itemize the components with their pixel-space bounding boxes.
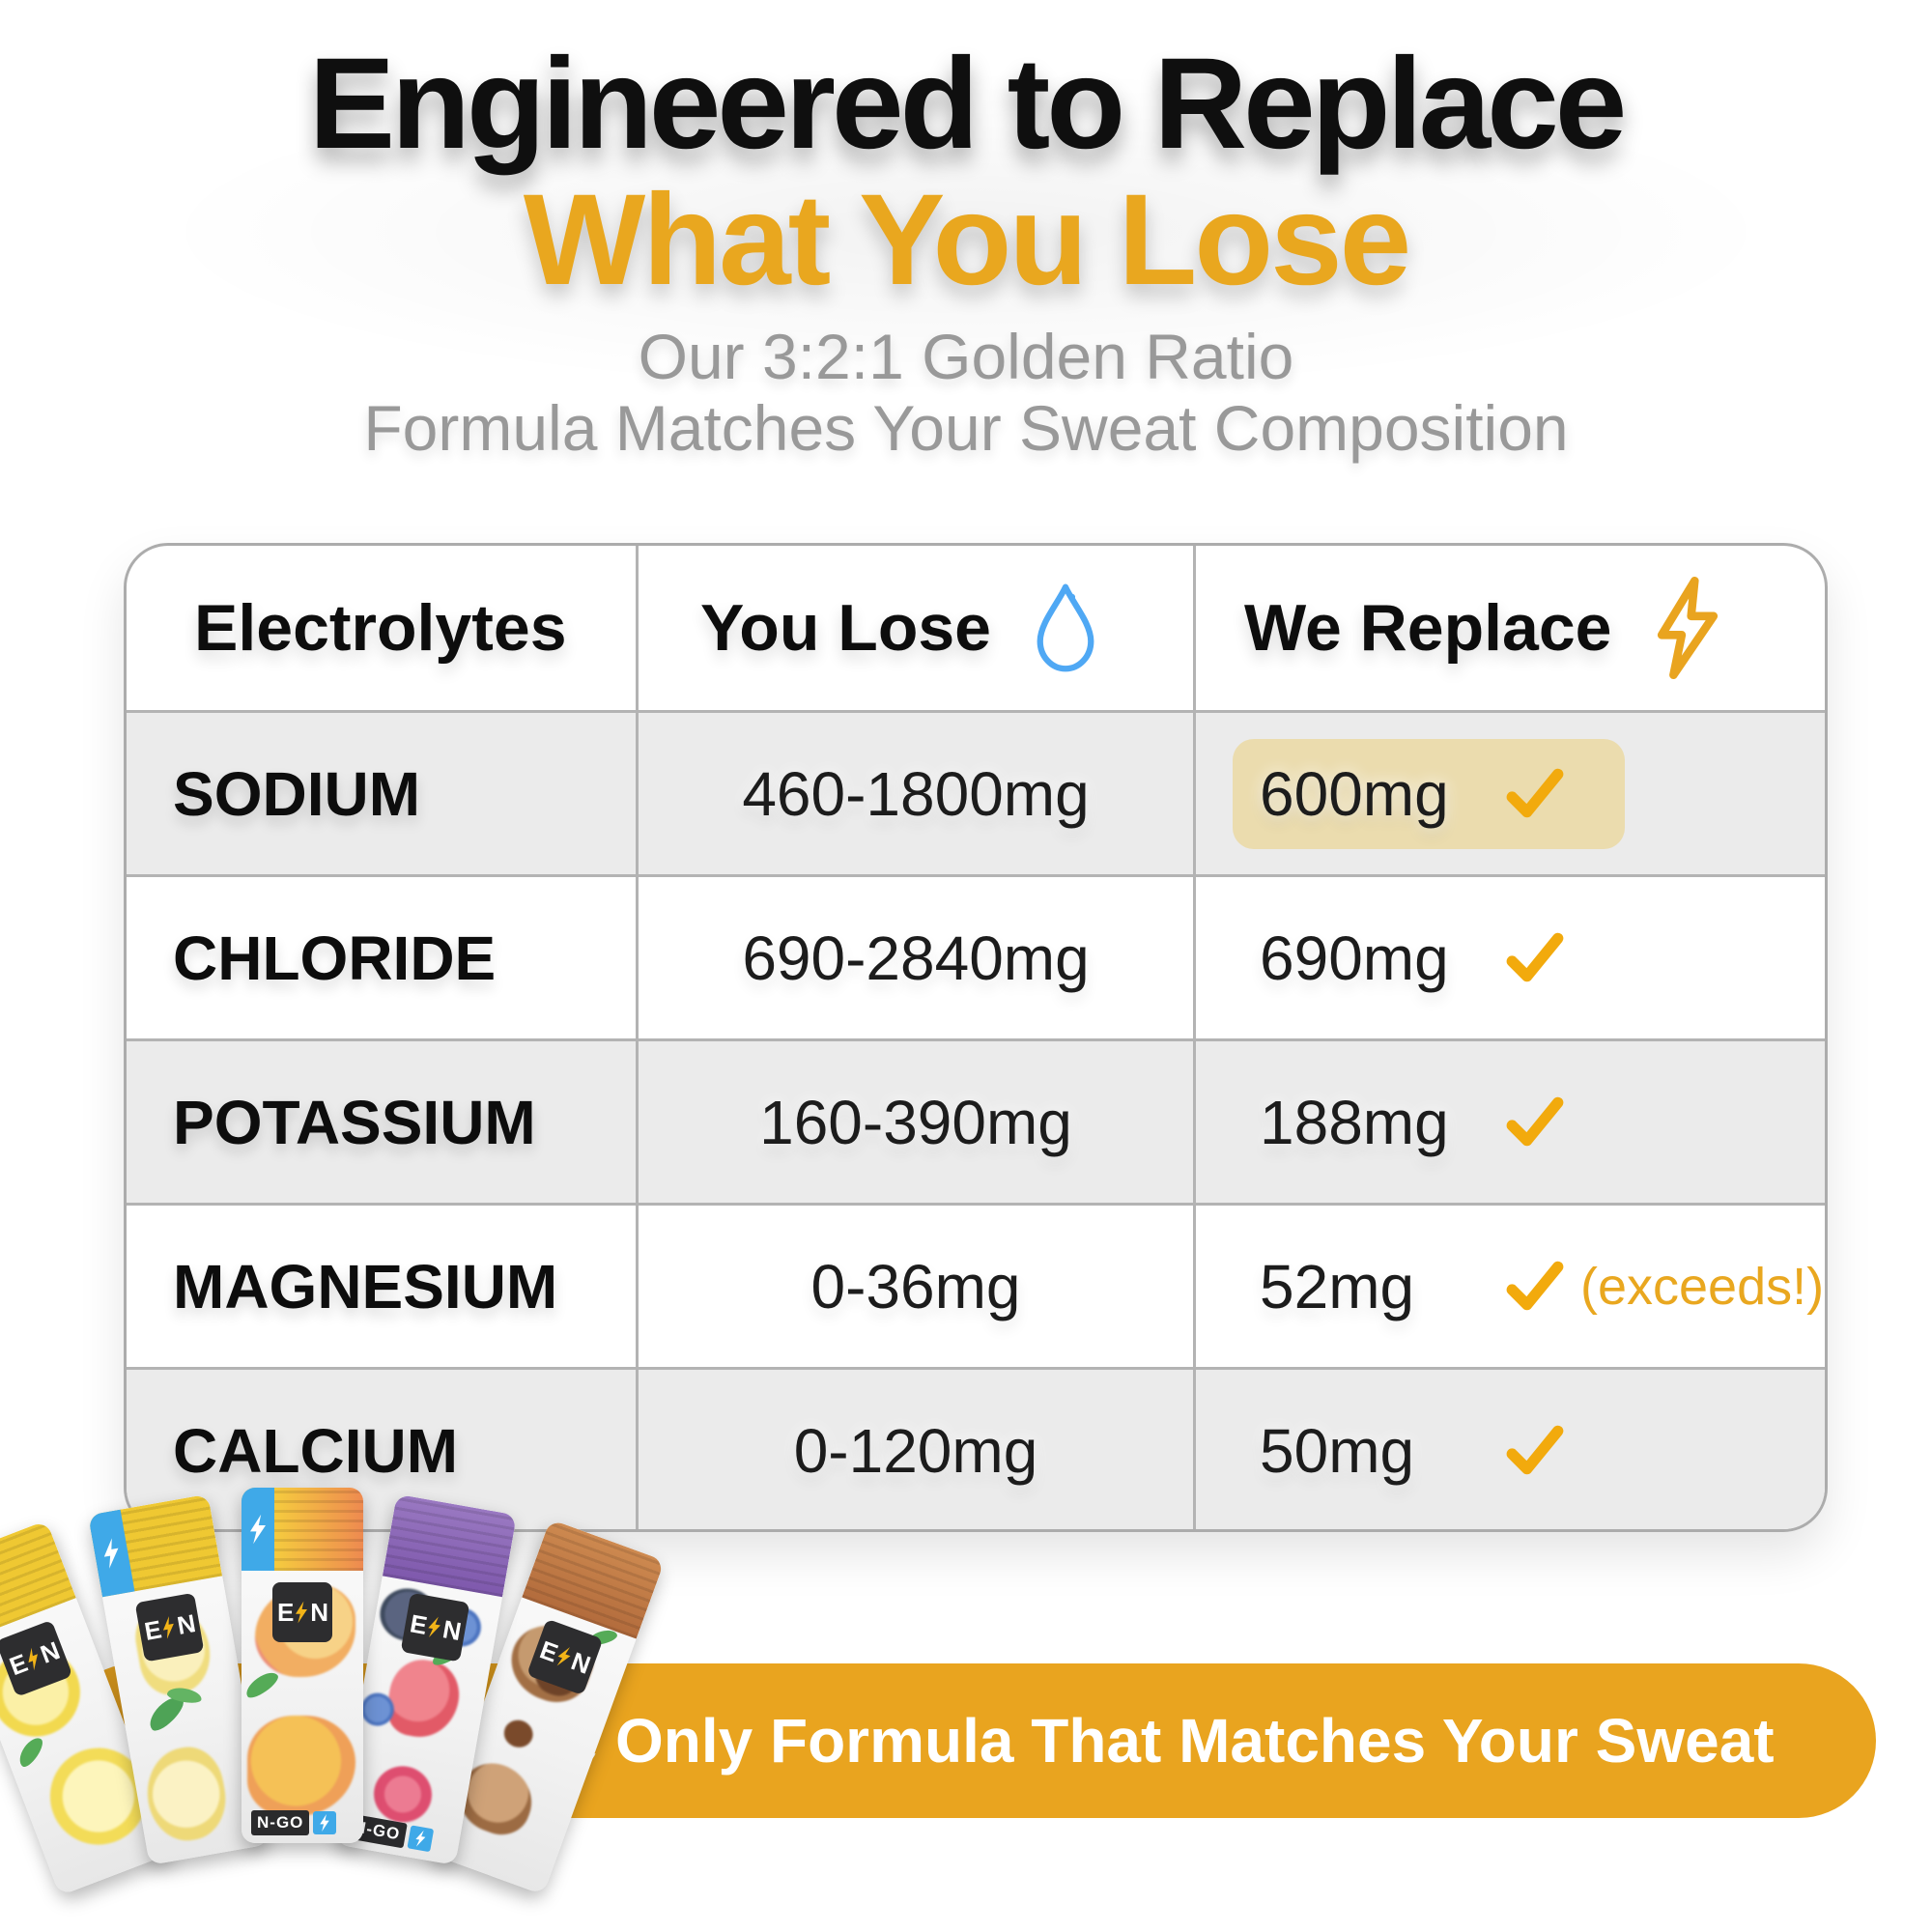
we-replace-value: 600mg bbox=[1260, 758, 1449, 829]
we-replace-cell: 50mg bbox=[1196, 1370, 1825, 1529]
column-header-label: We Replace bbox=[1244, 591, 1612, 665]
subtitle: Our 3:2:1 Golden Ratio Formula Matches Y… bbox=[0, 321, 1932, 465]
logo-bolt-icon bbox=[296, 1601, 308, 1624]
brand-logo: E N bbox=[272, 1582, 332, 1642]
logo-letter-e: E bbox=[408, 1607, 429, 1640]
brand-logo: E N bbox=[0, 1619, 73, 1697]
check-icon bbox=[1506, 1261, 1564, 1310]
mini-lightning-icon bbox=[242, 1488, 274, 1571]
we-replace-value: 188mg bbox=[1260, 1087, 1449, 1157]
page-title-line2: What You Lose bbox=[523, 167, 1411, 312]
subtitle-line2: Formula Matches Your Sweat Composition bbox=[363, 392, 1569, 465]
brand-logo: E N bbox=[400, 1592, 470, 1662]
table-row-potassium: POTASSIUM 160-390mg 188mg bbox=[127, 1038, 1825, 1203]
packet-berries: E N N-GO bbox=[334, 1493, 517, 1865]
logo-letter-n: N bbox=[310, 1597, 328, 1627]
highlight-pill: 600mg bbox=[1233, 738, 1625, 849]
packet-peach-mango: E N N-GO bbox=[242, 1488, 363, 1843]
you-lose-value: 160-390mg bbox=[639, 1041, 1196, 1203]
table-row-chloride: CHLORIDE 690-2840mg 690mg bbox=[127, 874, 1825, 1038]
packet-band bbox=[88, 1493, 223, 1598]
we-replace-cell: 52mg (exceeds!) bbox=[1196, 1206, 1825, 1367]
electrolyte-name: CHLORIDE bbox=[127, 877, 639, 1038]
column-header-you-lose: You Lose bbox=[639, 546, 1196, 710]
logo-letter-e: E bbox=[276, 1597, 294, 1627]
electrolyte-name: POTASSIUM bbox=[127, 1041, 639, 1203]
chip-bolt-icon bbox=[313, 1811, 337, 1834]
electrolyte-name: SODIUM bbox=[127, 713, 639, 874]
check-icon bbox=[1506, 932, 1564, 981]
packet-chip: N-GO bbox=[251, 1810, 337, 1835]
you-lose-value: 0-120mg bbox=[639, 1370, 1196, 1529]
column-header-electrolytes: Electrolytes bbox=[127, 546, 639, 710]
we-replace-cell: 188mg bbox=[1196, 1041, 1825, 1203]
logo-bolt-icon bbox=[556, 1647, 571, 1666]
we-replace-value: 52mg bbox=[1260, 1251, 1415, 1321]
electrolyte-name: MAGNESIUM bbox=[127, 1206, 639, 1367]
product-packets: E N E N bbox=[0, 1476, 678, 1896]
we-replace-value: 50mg bbox=[1260, 1415, 1415, 1486]
check-icon bbox=[1506, 768, 1564, 817]
brand-logo: E N bbox=[526, 1618, 604, 1696]
packet-lemon: E N bbox=[0, 1520, 174, 1896]
you-lose-value: 460-1800mg bbox=[639, 713, 1196, 874]
subtitle-line1: Our 3:2:1 Golden Ratio bbox=[638, 321, 1294, 393]
table-header-row: Electrolytes You Lose We Replace bbox=[127, 546, 1825, 710]
logo-bolt-icon bbox=[28, 1647, 39, 1671]
brand-logo: E N bbox=[134, 1592, 205, 1662]
header: Engineered to Replace What You Lose Our … bbox=[0, 32, 1932, 465]
we-replace-cell: 600mg bbox=[1196, 713, 1825, 874]
page-title-line1: Engineered to Replace bbox=[308, 32, 1628, 176]
you-lose-value: 690-2840mg bbox=[639, 877, 1196, 1038]
column-header-label: You Lose bbox=[700, 591, 991, 665]
exceeds-note: (exceeds!) bbox=[1580, 1257, 1825, 1316]
logo-bolt-icon bbox=[428, 1616, 441, 1638]
we-replace-cell: 690mg bbox=[1196, 877, 1825, 1038]
logo-letter-n: N bbox=[174, 1607, 197, 1640]
mini-lightning-icon bbox=[88, 1509, 135, 1598]
water-drop-icon bbox=[1037, 583, 1094, 672]
logo-letter-e: E bbox=[142, 1614, 163, 1646]
table-row-sodium: SODIUM 460-1800mg 600mg bbox=[127, 710, 1825, 874]
column-header-label: Electrolytes bbox=[194, 591, 567, 665]
packet-chocolate: E N bbox=[428, 1519, 666, 1895]
you-lose-value: 0-36mg bbox=[639, 1206, 1196, 1367]
column-header-we-replace: We Replace bbox=[1196, 546, 1825, 710]
packet-pineapple: E N bbox=[88, 1493, 270, 1865]
logo-letter-n: N bbox=[440, 1613, 463, 1646]
check-icon bbox=[1506, 1096, 1564, 1146]
banner-label: The Only Formula That Matches Your Sweat bbox=[488, 1706, 1775, 1776]
packet-band bbox=[242, 1488, 363, 1571]
logo-bolt-icon bbox=[163, 1616, 175, 1639]
chip-label: N-GO bbox=[251, 1810, 310, 1835]
chip-bolt-icon bbox=[407, 1825, 435, 1853]
we-replace-value: 690mg bbox=[1260, 923, 1449, 993]
electrolyte-name: CALCIUM bbox=[127, 1370, 639, 1529]
lightning-bolt-icon bbox=[1658, 576, 1719, 680]
electrolyte-table: Electrolytes You Lose We Replace SODIUM … bbox=[124, 543, 1828, 1532]
check-icon bbox=[1506, 1425, 1564, 1474]
table-row-magnesium: MAGNESIUM 0-36mg 52mg (exceeds!) bbox=[127, 1203, 1825, 1367]
packet-chip: N-GO bbox=[346, 1813, 435, 1853]
